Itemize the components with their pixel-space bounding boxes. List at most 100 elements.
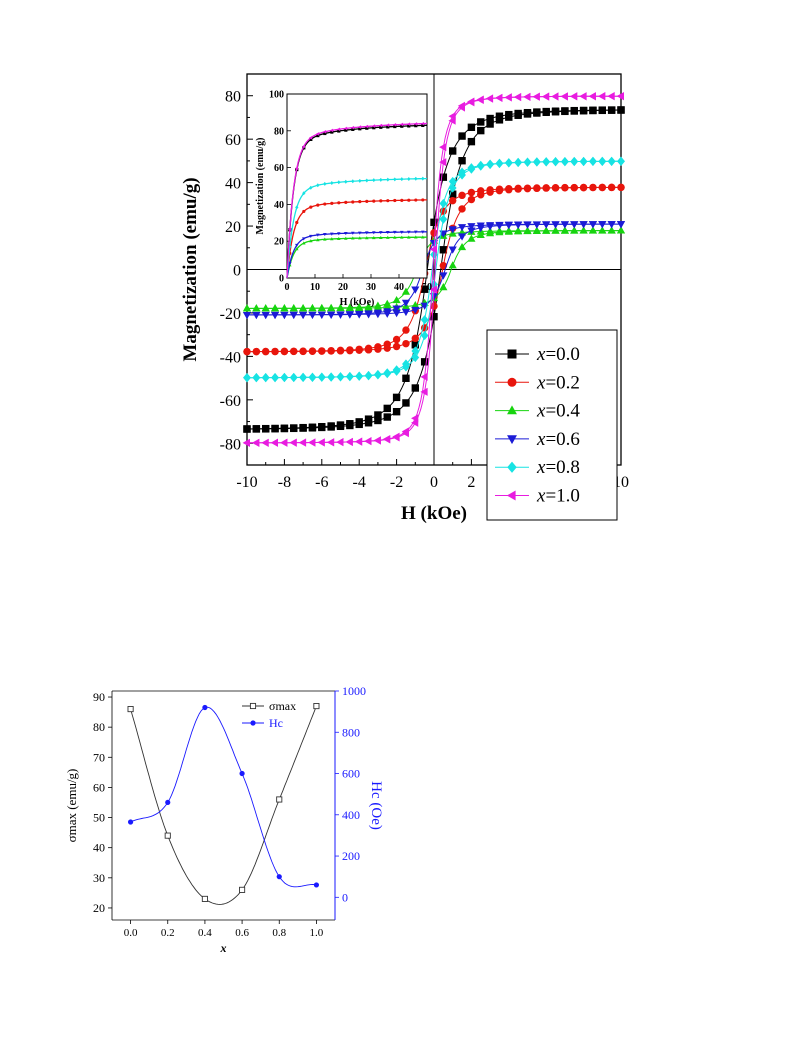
data-point: [598, 156, 607, 167]
data-point: [598, 92, 606, 101]
inset-y-tick-label: 0: [279, 274, 284, 285]
y-tick-label: 40: [93, 841, 105, 855]
data-point: [354, 437, 363, 446]
data-point: [448, 183, 457, 193]
data-point: [383, 344, 391, 352]
inset-data-point: [288, 262, 292, 266]
data-point: [383, 404, 391, 413]
data-point: [476, 161, 485, 171]
data-point: [345, 303, 354, 312]
data-point: [242, 304, 252, 312]
inset-data-point: [379, 125, 383, 129]
data-point: [429, 285, 437, 294]
hysteresis-plot: -10-8-6-4-20246810-80-60-40-20020406080H…: [180, 73, 629, 524]
legend-label: x=1.0: [536, 486, 580, 507]
inset-data-point: [421, 230, 425, 234]
inset-data-point: [344, 236, 348, 240]
data-point: [364, 346, 373, 354]
legend-entry: x=0.8: [495, 457, 580, 478]
data-point: [561, 156, 569, 167]
data-point: [598, 106, 606, 115]
legend-value: =0.0: [545, 344, 579, 365]
legend-value: =0.6: [545, 429, 579, 450]
data-point: [457, 224, 467, 232]
inset-data-point: [358, 231, 362, 235]
data-point: [280, 372, 289, 383]
data-point: [579, 183, 588, 192]
data-point: [561, 107, 569, 116]
data-point: [588, 221, 598, 229]
inset-data-point: [372, 199, 376, 203]
data-point: [617, 183, 625, 192]
data-point: [299, 347, 307, 356]
inset-data-point: [385, 123, 390, 127]
data-point: [486, 228, 495, 237]
data-point: [373, 311, 382, 319]
data-point: [308, 304, 317, 312]
data-point: [308, 372, 317, 382]
data-point: [589, 183, 597, 192]
x-tick-label: 0: [430, 474, 438, 491]
data-point: [607, 221, 616, 229]
data-point: [355, 420, 363, 429]
inset-data-point: [421, 235, 425, 239]
data-point: [355, 371, 364, 381]
data-point: [289, 372, 298, 383]
x-tick-label: -8: [278, 474, 291, 491]
data-point: [374, 411, 382, 419]
data-point: [448, 246, 457, 254]
y2-tick-label: 200: [342, 849, 360, 863]
data-point: [514, 157, 523, 168]
data-point: [579, 221, 588, 229]
data-point: [458, 191, 466, 200]
legend-entry: x=0.0: [495, 344, 580, 365]
data-point: [270, 311, 280, 320]
data-point: [392, 305, 401, 313]
data-point: [374, 416, 382, 425]
legend-variable: x: [536, 344, 546, 365]
data-point: [318, 423, 326, 432]
data-point: [607, 156, 616, 166]
data-point: [364, 371, 373, 381]
y-tick-label: 20: [93, 901, 105, 915]
inset-data-point: [378, 123, 383, 128]
data-point: [252, 373, 261, 383]
data-point: [542, 157, 551, 167]
inset-data-point: [414, 235, 418, 239]
inset-data-point: [337, 201, 341, 205]
data-point: [402, 326, 410, 334]
data-point: [411, 384, 419, 392]
data-point: [467, 188, 476, 197]
data-point: [308, 311, 317, 320]
inset-data-point: [400, 235, 404, 239]
legend-variable: x: [536, 429, 546, 450]
data-point: [327, 347, 335, 355]
data-point: [411, 306, 420, 315]
data-point: [598, 226, 607, 234]
inset-x-tick-label: 10: [310, 282, 320, 293]
x-tick-label: 0.8: [272, 927, 286, 939]
inset-data-point: [420, 121, 425, 126]
data-point: [523, 184, 532, 193]
legend-label: x=0.8: [536, 457, 580, 478]
hysteresis-chart: -10-8-6-4-20246810-80-60-40-20020406080H…: [0, 60, 793, 550]
data-point: [523, 110, 532, 118]
series-group: [127, 703, 320, 905]
inset-data-point: [316, 233, 320, 237]
data-point: [336, 372, 345, 382]
data-point: [411, 346, 420, 356]
data-point: [551, 184, 560, 192]
data-point: [448, 226, 457, 234]
legend-marker: [507, 405, 517, 415]
inset-x-tick-label: 40: [394, 282, 404, 293]
x-tick-label: -6: [315, 474, 328, 491]
data-point: [392, 335, 401, 344]
inset-data-point: [392, 123, 397, 127]
data-point: [355, 311, 364, 319]
data-point: [467, 137, 476, 146]
data-point: [560, 226, 569, 234]
legend-box: [486, 329, 618, 521]
inset-data-point: [344, 128, 348, 132]
y-axis-label: Magnetization (emu/g): [180, 177, 201, 361]
inset-data-point: [323, 233, 327, 237]
